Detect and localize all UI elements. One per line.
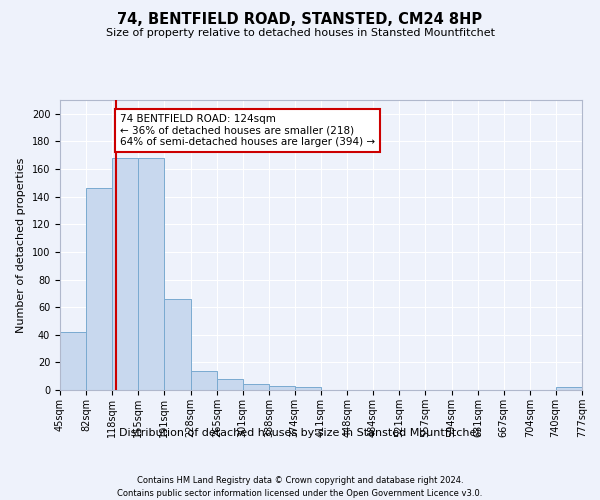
Text: Distribution of detached houses by size in Stansted Mountfitchet: Distribution of detached houses by size … <box>119 428 481 438</box>
Bar <box>164 299 191 390</box>
Text: Size of property relative to detached houses in Stansted Mountfitchet: Size of property relative to detached ho… <box>106 28 494 38</box>
Bar <box>242 384 269 390</box>
Y-axis label: Number of detached properties: Number of detached properties <box>16 158 26 332</box>
Bar <box>295 387 321 390</box>
Bar <box>139 158 164 390</box>
Bar <box>112 158 139 390</box>
Text: 74, BENTFIELD ROAD, STANSTED, CM24 8HP: 74, BENTFIELD ROAD, STANSTED, CM24 8HP <box>118 12 482 28</box>
Text: 74 BENTFIELD ROAD: 124sqm
← 36% of detached houses are smaller (218)
64% of semi: 74 BENTFIELD ROAD: 124sqm ← 36% of detac… <box>120 114 375 147</box>
Text: Contains HM Land Registry data © Crown copyright and database right 2024.: Contains HM Land Registry data © Crown c… <box>137 476 463 485</box>
Bar <box>60 332 86 390</box>
Bar <box>556 387 582 390</box>
Bar <box>217 379 242 390</box>
Bar <box>269 386 295 390</box>
Text: Contains public sector information licensed under the Open Government Licence v3: Contains public sector information licen… <box>118 489 482 498</box>
Bar <box>86 188 112 390</box>
Bar <box>191 370 217 390</box>
